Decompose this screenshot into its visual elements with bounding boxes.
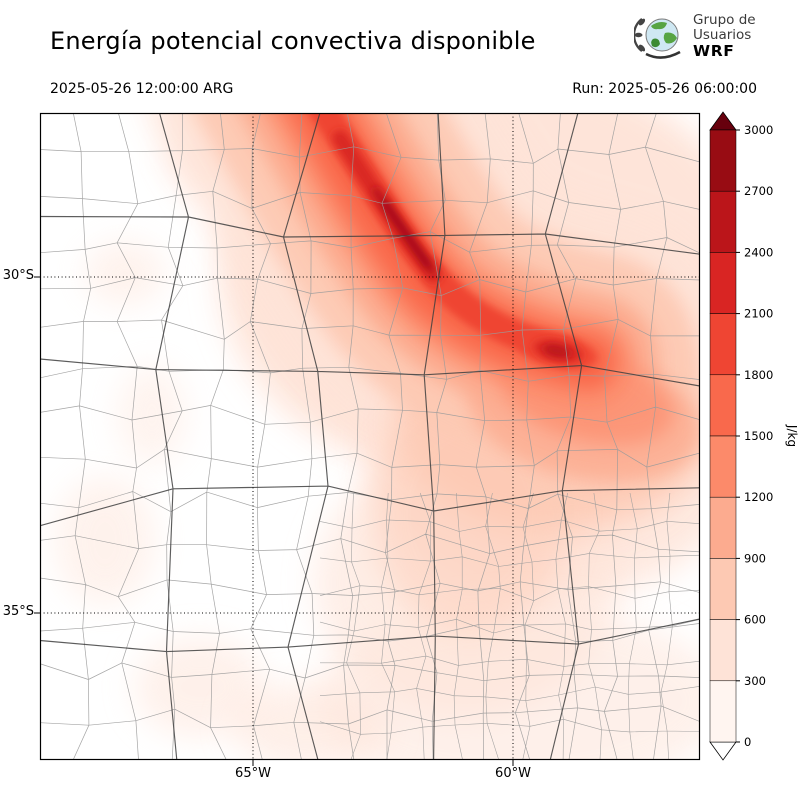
cape-fill-region	[118, 365, 186, 465]
cape-fill-region	[85, 241, 165, 305]
colorbar-segment	[710, 252, 736, 313]
cape-fill-region	[55, 477, 155, 605]
lat-tick-label-30s: 30°S	[0, 268, 34, 283]
run-time-label: Run: 2025-05-26 06:00:00	[572, 81, 757, 97]
colorbar-segment	[710, 314, 736, 375]
colorbar-tick-label: 0	[744, 735, 751, 749]
colorbar-segment	[710, 558, 736, 619]
colorbar-tick-label: 300	[744, 674, 766, 688]
colorbar-tick-label: 2400	[744, 245, 773, 259]
colorbar-tick-label: 900	[744, 551, 766, 565]
colorbar-tick-label: 3000	[744, 123, 773, 137]
cape-fill-region	[232, 683, 388, 771]
colorbar-tick-label: 2700	[744, 184, 773, 198]
page-title: Energía potencial convectiva disponible	[50, 27, 536, 55]
time-bar: 2025-05-26 12:00:00 ARG Run: 2025-05-26 …	[50, 81, 757, 97]
colorbar-tick-label: 1200	[744, 490, 773, 504]
wrf-logo: Grupo de Usuarios WRF	[634, 10, 756, 64]
lat-tick-label-35s: 35°S	[0, 604, 34, 619]
globe-icon	[634, 10, 686, 64]
colorbar-segment	[710, 191, 736, 252]
colorbar-tick-label: 2100	[744, 307, 773, 321]
cape-map	[40, 113, 700, 760]
logo-line-2: Usuarios	[693, 28, 756, 43]
colorbar-segment	[710, 620, 736, 681]
lon-tick-label-65w: 65°W	[223, 766, 283, 781]
colorbar-segment	[710, 436, 736, 497]
colorbar-unit-label: J/kg	[785, 424, 799, 447]
colorbar-segment	[710, 497, 736, 558]
colorbar-segment	[710, 375, 736, 436]
wrf-logo-text: Grupo de Usuarios WRF	[693, 13, 756, 61]
logo-line-3: WRF	[693, 43, 756, 60]
colorbar-arrow-under	[710, 742, 736, 760]
colorbar-tick-label: 1500	[744, 429, 773, 443]
colorbar-arrow-over	[710, 112, 736, 130]
map-plot-area	[40, 113, 700, 760]
valid-time-label: 2025-05-26 12:00:00 ARG	[50, 81, 233, 97]
colorbar: 30002700240021001800150012009006003000J/…	[708, 111, 800, 767]
colorbar-tick-label: 1800	[744, 368, 773, 382]
lon-tick-label-60w: 60°W	[483, 766, 543, 781]
colorbar-segment	[710, 130, 736, 191]
colorbar-tick-label: 600	[744, 613, 766, 627]
logo-line-1: Grupo de	[693, 13, 756, 28]
colorbar-segment	[710, 681, 736, 742]
